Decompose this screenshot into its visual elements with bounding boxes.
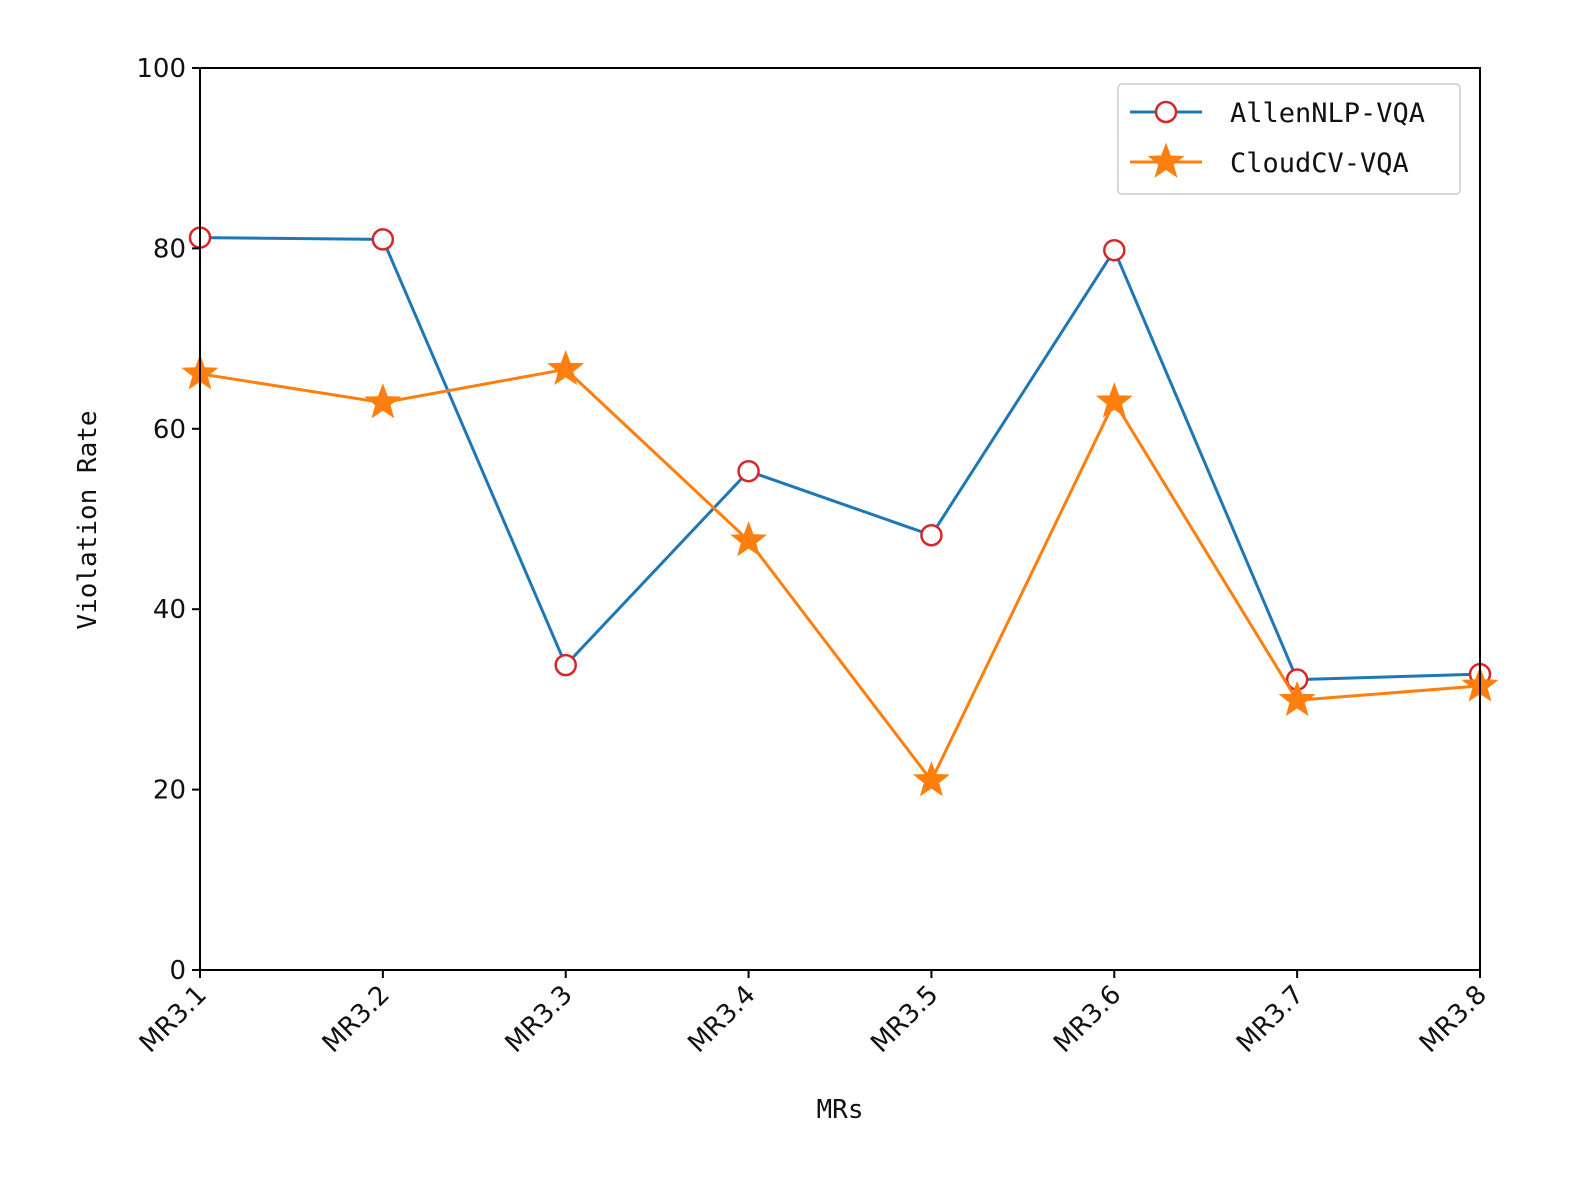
series-allennlp-vqa — [188, 226, 1492, 691]
y-tick-label: 100 — [136, 54, 186, 84]
x-tick-label: MR3.2 — [317, 980, 396, 1059]
x-axis-label: MRs — [817, 1095, 864, 1125]
legend-entry: AllenNLP-VQA — [1130, 98, 1425, 129]
data-point — [912, 761, 950, 797]
legend-box — [1117, 83, 1461, 195]
legend-label: AllenNLP-VQA — [1230, 98, 1425, 129]
data-point — [730, 521, 768, 557]
data-point — [1278, 680, 1316, 717]
x-tick-label: MR3.3 — [500, 980, 579, 1059]
y-tick-label: 60 — [153, 415, 186, 445]
y-axis-label: Violation Rate — [73, 410, 103, 629]
legend: AllenNLP-VQA CloudCV-VQA — [1117, 83, 1461, 195]
series-cloudcv-vqa — [181, 349, 1499, 797]
y-tick-label: 20 — [153, 776, 186, 806]
x-tick-label: MR3.4 — [682, 980, 761, 1059]
data-point — [554, 653, 577, 677]
series-layer — [181, 226, 1499, 797]
x-tick-label: MR3.8 — [1414, 980, 1493, 1059]
y-tick-label: 80 — [153, 234, 186, 264]
legend-marker — [1147, 142, 1185, 178]
data-point — [1103, 238, 1126, 262]
y-tick-label: 40 — [153, 595, 186, 625]
data-point — [364, 383, 402, 419]
legend-label: CloudCV-VQA — [1230, 148, 1409, 179]
x-tick-label: MR3.6 — [1048, 980, 1127, 1059]
series-line — [199, 236, 1481, 682]
legend-entry: CloudCV-VQA — [1130, 142, 1409, 179]
data-point — [547, 349, 585, 385]
legend-marker — [1154, 100, 1178, 124]
x-tick-label: MR3.5 — [865, 980, 944, 1059]
data-point — [920, 523, 943, 547]
data-point — [1095, 382, 1133, 418]
data-point — [371, 228, 395, 251]
series-line — [199, 367, 1481, 783]
x-tick-label: MR3.7 — [1231, 980, 1310, 1059]
data-point — [737, 459, 760, 483]
x-tick-label: MR3.1 — [134, 980, 213, 1059]
legend-entries: AllenNLP-VQA CloudCV-VQA — [1130, 98, 1425, 179]
y-tick-label: 0 — [169, 956, 186, 986]
plot-area-frame — [199, 67, 1481, 971]
axes: 0 20 40 60 80 100 MR3.1 MR3.2 MR3.3 MR3.4 MR3.5 MR3… — [134, 54, 1493, 1059]
